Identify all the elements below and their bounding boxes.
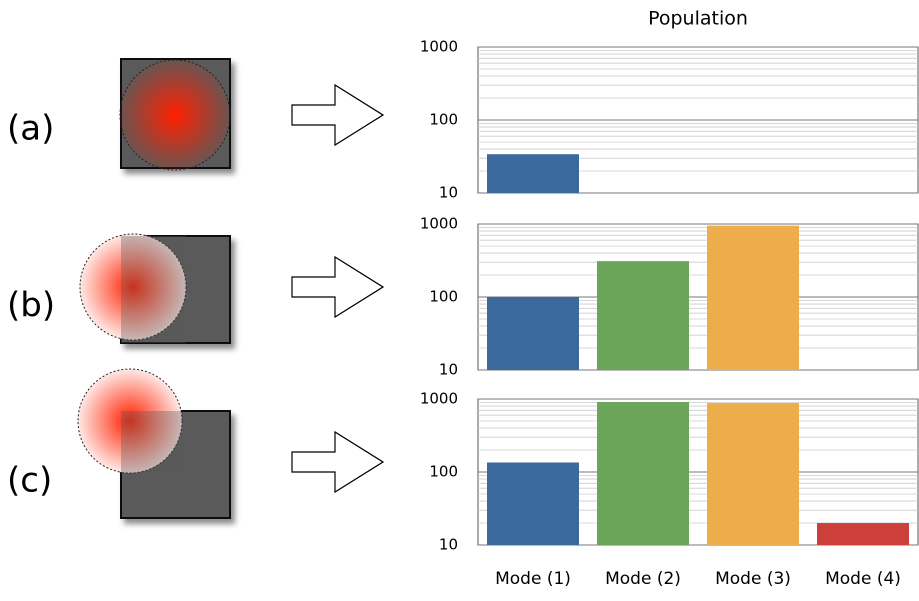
x-tick-label: Mode (3) <box>715 569 791 589</box>
x-tick-label: Mode (2) <box>605 569 681 589</box>
y-tick-label: 1000 <box>420 38 458 56</box>
chart-title: Population <box>648 8 748 30</box>
x-tick-label: Mode (1) <box>495 569 571 589</box>
bar <box>487 462 579 545</box>
bar <box>487 297 579 370</box>
x-tick-label: Mode (4) <box>825 569 901 589</box>
y-tick-label: 1000 <box>420 215 458 233</box>
diagram-a <box>119 58 385 171</box>
bar <box>487 154 579 193</box>
diagram-c <box>77 368 385 519</box>
diagram-b <box>79 233 385 344</box>
y-tick-label: 100 <box>429 288 458 306</box>
bar <box>707 225 799 370</box>
bar <box>707 403 799 545</box>
y-tick-label: 1000 <box>420 390 458 408</box>
panel-label: (c) <box>7 461 52 501</box>
y-tick-label: 100 <box>429 463 458 481</box>
bar <box>597 261 689 370</box>
panel-label: (a) <box>7 109 54 149</box>
bar <box>597 401 689 545</box>
bar <box>817 523 909 545</box>
y-tick-label: 100 <box>429 111 458 129</box>
y-tick-label: 10 <box>439 536 458 554</box>
panel-label: (b) <box>7 286 55 326</box>
y-tick-label: 10 <box>439 361 458 379</box>
y-tick-label: 10 <box>439 184 458 202</box>
